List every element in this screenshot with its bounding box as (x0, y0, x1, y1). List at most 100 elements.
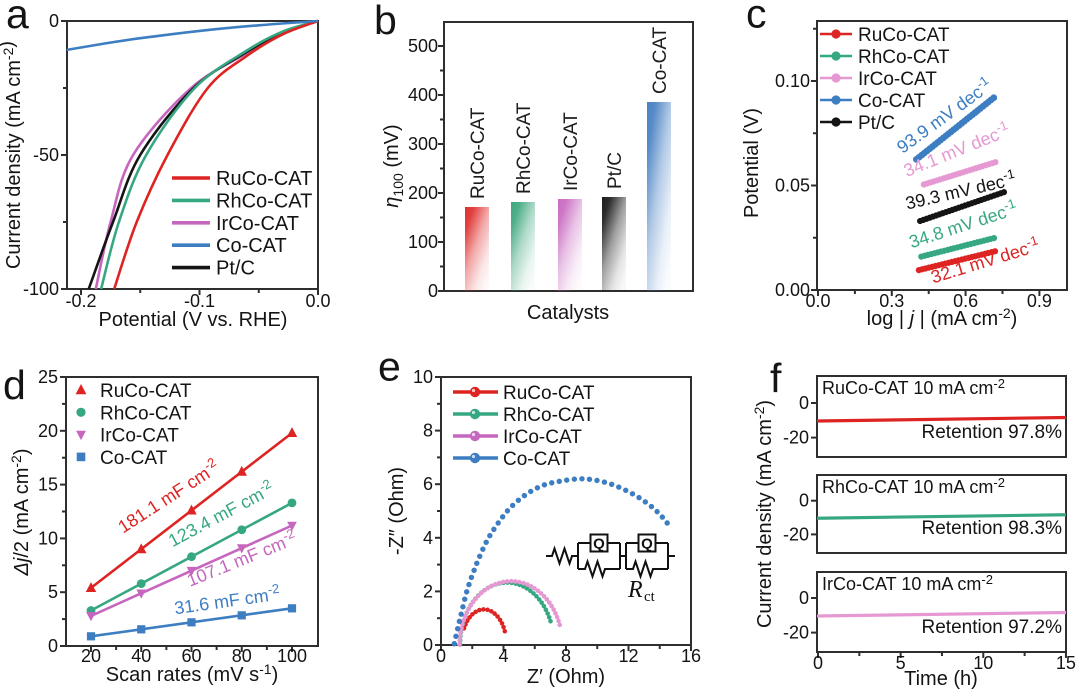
svg-text:500: 500 (408, 36, 438, 56)
svg-text:20: 20 (38, 421, 58, 441)
svg-text:Retention 97.2%: Retention 97.2% (922, 617, 1063, 638)
svg-text:0.3: 0.3 (879, 291, 904, 311)
svg-text:RhCo-CAT: RhCo-CAT (216, 190, 312, 212)
svg-text:4: 4 (498, 646, 508, 666)
svg-text:Δj/2 (mA cm-2): Δj/2 (mA cm-2) (8, 448, 33, 576)
svg-text:RhCo-CAT: RhCo-CAT (100, 403, 192, 424)
svg-text:Co-CAT: Co-CAT (503, 449, 571, 470)
svg-text:4: 4 (423, 528, 433, 548)
svg-text:R: R (627, 577, 643, 603)
svg-text:0.00: 0.00 (775, 280, 810, 300)
svg-text:Time (h): Time (h) (904, 668, 978, 690)
svg-text:16: 16 (681, 646, 701, 666)
svg-text:Current density (mA cm-2): Current density (mA cm-2) (751, 400, 776, 628)
svg-text:f: f (770, 355, 782, 401)
svg-text:8: 8 (423, 421, 433, 441)
svg-text:0: 0 (799, 393, 809, 413)
svg-text:5: 5 (48, 582, 58, 602)
svg-text:Pt/C: Pt/C (605, 152, 626, 189)
svg-text:b: b (374, 0, 397, 43)
svg-text:RuCo-CAT: RuCo-CAT (100, 381, 192, 402)
svg-text:2: 2 (423, 581, 433, 601)
svg-text:Scan rates (mV s-1): Scan rates (mV s-1) (106, 661, 279, 686)
svg-text:Q: Q (593, 536, 605, 553)
svg-text:0: 0 (813, 653, 823, 673)
svg-text:RuCo-CAT: RuCo-CAT (468, 107, 489, 199)
svg-text:-100: -100 (23, 279, 59, 299)
svg-text:RuCo-CAT: RuCo-CAT (216, 168, 312, 190)
svg-text:0: 0 (799, 491, 809, 511)
svg-text:100: 100 (408, 232, 438, 252)
svg-text:0.6: 0.6 (953, 291, 978, 311)
svg-text:IrCo-CAT: IrCo-CAT (858, 69, 937, 90)
svg-text:Q: Q (641, 536, 653, 553)
svg-text:Co-CAT: Co-CAT (858, 91, 926, 112)
svg-text:Pt/C: Pt/C (216, 258, 255, 280)
svg-text:IrCo-CAT 10 mA cm-2: IrCo-CAT 10 mA cm-2 (822, 572, 993, 594)
svg-text:Potential (V): Potential (V) (741, 108, 763, 218)
svg-text:0.0: 0.0 (305, 291, 330, 311)
svg-text:200: 200 (408, 183, 438, 203)
svg-text:RuCo-CAT: RuCo-CAT (503, 383, 595, 404)
svg-text:ct: ct (644, 589, 656, 605)
svg-text:15: 15 (38, 475, 58, 495)
svg-text:Retention 98.3%: Retention 98.3% (922, 518, 1063, 539)
svg-text:15: 15 (1056, 653, 1076, 673)
svg-text:Co-CAT: Co-CAT (650, 26, 671, 94)
svg-text:0.0: 0.0 (805, 291, 830, 311)
svg-text:Z′ (Ohm): Z′ (Ohm) (527, 666, 605, 688)
svg-text:Current density (mA cm-2): Current density (mA cm-2) (0, 41, 25, 269)
svg-text:10: 10 (38, 528, 58, 548)
svg-text:RuCo-CAT: RuCo-CAT (858, 25, 950, 46)
svg-text:5: 5 (896, 653, 906, 673)
svg-text:0: 0 (436, 646, 446, 666)
svg-text:0.05: 0.05 (775, 176, 810, 196)
svg-text:RuCo-CAT 10 mA cm-2: RuCo-CAT 10 mA cm-2 (822, 376, 1005, 398)
svg-text:Co-CAT: Co-CAT (216, 235, 287, 257)
svg-text:Co-CAT: Co-CAT (100, 448, 168, 469)
svg-text:log | j | (mA cm-2): log | j | (mA cm-2) (867, 305, 1018, 330)
svg-text:-20: -20 (783, 623, 809, 643)
svg-text:Retention 97.8%: Retention 97.8% (922, 422, 1063, 443)
svg-text:20: 20 (81, 646, 101, 666)
svg-text:-0.2: -0.2 (65, 291, 96, 311)
svg-text:d: d (3, 362, 26, 408)
svg-text:IrCo-CAT: IrCo-CAT (216, 213, 299, 235)
svg-text:-20: -20 (783, 524, 809, 544)
svg-text:Potential (V vs. RHE): Potential (V vs. RHE) (99, 309, 288, 331)
svg-text:60: 60 (181, 646, 201, 666)
svg-text:100: 100 (277, 646, 307, 666)
svg-text:c: c (746, 0, 767, 37)
svg-text:RhCo-CAT: RhCo-CAT (503, 405, 595, 426)
svg-text:300: 300 (408, 134, 438, 154)
svg-text:Catalysts: Catalysts (527, 302, 609, 324)
svg-text:80: 80 (232, 646, 252, 666)
svg-text:IrCo-CAT: IrCo-CAT (100, 426, 179, 447)
svg-text:0: 0 (423, 635, 433, 655)
svg-text:-50: -50 (33, 145, 59, 165)
svg-text:8: 8 (561, 646, 571, 666)
svg-text:IrCo-CAT: IrCo-CAT (561, 112, 582, 191)
svg-text:12: 12 (618, 646, 638, 666)
svg-text:0.10: 0.10 (775, 71, 810, 91)
svg-text:e: e (378, 344, 401, 390)
svg-text:400: 400 (408, 85, 438, 105)
svg-text:a: a (6, 0, 29, 37)
svg-text:RhCo-CAT: RhCo-CAT (858, 47, 950, 68)
svg-text:-0.1: -0.1 (184, 291, 215, 311)
svg-text:25: 25 (38, 367, 58, 387)
svg-text:-Z″ (Ohm): -Z″ (Ohm) (386, 467, 408, 555)
svg-text:10: 10 (413, 367, 433, 387)
svg-text:0: 0 (428, 281, 438, 301)
svg-text:6: 6 (423, 474, 433, 494)
svg-text:0: 0 (49, 11, 59, 31)
svg-text:0: 0 (48, 636, 58, 656)
svg-text:10: 10 (973, 653, 993, 673)
svg-text:40: 40 (131, 646, 151, 666)
svg-text:η100 (mV): η100 (mV) (381, 124, 406, 207)
svg-text:Pt/C: Pt/C (858, 113, 895, 134)
svg-text:RhCo-CAT 10 mA cm-2: RhCo-CAT 10 mA cm-2 (822, 475, 1005, 497)
svg-text:IrCo-CAT: IrCo-CAT (503, 427, 582, 448)
svg-text:-20: -20 (783, 428, 809, 448)
svg-text:RhCo-CAT: RhCo-CAT (514, 102, 535, 194)
